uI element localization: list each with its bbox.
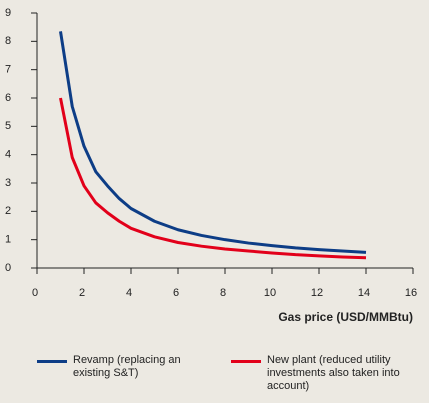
x-tick-label: 4: [126, 287, 132, 299]
y-tick-label: 4: [5, 149, 11, 161]
x-tick-label: 14: [358, 287, 370, 299]
legend-label: Revamp (replacing an existing S&T): [73, 354, 181, 379]
x-tick-label: 2: [79, 287, 85, 299]
y-tick-label: 3: [5, 177, 11, 189]
y-tick-label: 5: [5, 120, 11, 132]
line: [59, 97, 367, 260]
y-tick-label: 6: [5, 92, 11, 104]
x-tick-label: 8: [220, 287, 226, 299]
legend-label: New plant (reduced utility investments a…: [267, 354, 400, 392]
y-tick-label: 9: [5, 7, 11, 19]
y-tick-label: 2: [5, 205, 11, 217]
x-tick-label: 12: [311, 287, 323, 299]
x-tick-label: 16: [405, 287, 417, 299]
line: [59, 31, 367, 254]
x-axis-label: Gas price (USD/MMBtu): [278, 310, 413, 324]
x-tick-label: 6: [173, 287, 179, 299]
y-tick-label: 0: [5, 262, 11, 274]
legend-key: [37, 360, 67, 363]
y-tick-label: 7: [5, 64, 11, 76]
y-tick-label: 8: [5, 35, 11, 47]
y-tick-label: 1: [5, 234, 11, 246]
legend-key: [231, 360, 261, 363]
x-tick-label: 0: [32, 287, 38, 299]
x-tick-label: 10: [264, 287, 276, 299]
